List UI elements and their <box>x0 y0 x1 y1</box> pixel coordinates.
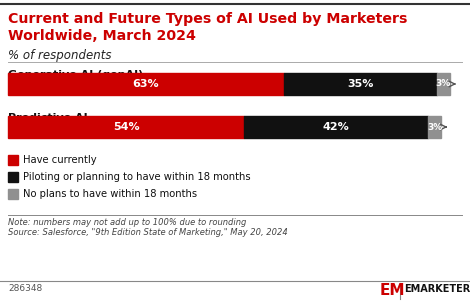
Bar <box>8 155 18 165</box>
Text: Predictive AI: Predictive AI <box>8 113 87 123</box>
Text: 35%: 35% <box>347 79 374 89</box>
Text: Current and Future Types of AI Used by Marketers
Worldwide, March 2024: Current and Future Types of AI Used by M… <box>8 12 407 43</box>
Bar <box>8 116 244 138</box>
Text: EM: EM <box>380 283 406 298</box>
Text: 3%: 3% <box>427 122 442 132</box>
Bar <box>8 73 284 95</box>
Text: 42%: 42% <box>323 122 350 132</box>
Bar <box>8 189 18 199</box>
Text: 63%: 63% <box>133 79 159 89</box>
Text: 54%: 54% <box>113 122 140 132</box>
Text: Note: numbers may not add up to 100% due to rounding
Source: Salesforce, "9th Ed: Note: numbers may not add up to 100% due… <box>8 218 288 237</box>
Bar <box>284 73 437 95</box>
Text: Have currently: Have currently <box>23 155 97 165</box>
Text: 286348: 286348 <box>8 284 42 293</box>
Text: No plans to have within 18 months: No plans to have within 18 months <box>23 189 197 199</box>
Bar <box>428 116 441 138</box>
Text: % of respondents: % of respondents <box>8 49 111 62</box>
Text: 3%: 3% <box>436 79 451 88</box>
Bar <box>437 73 450 95</box>
Text: Piloting or planning to have within 18 months: Piloting or planning to have within 18 m… <box>23 172 251 182</box>
Text: Generative AI (genAI): Generative AI (genAI) <box>8 70 143 80</box>
Bar <box>8 172 18 182</box>
Text: EMARKETER: EMARKETER <box>404 284 470 294</box>
Bar <box>244 116 428 138</box>
